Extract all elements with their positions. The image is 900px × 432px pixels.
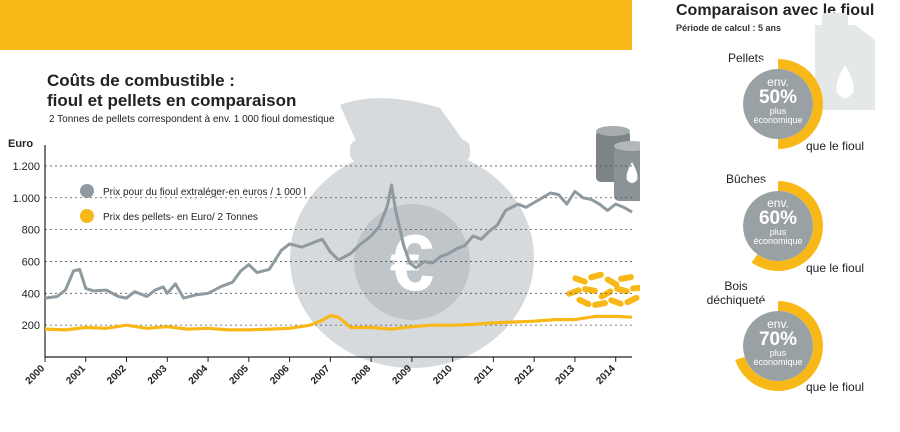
percent-box-buches: env. 60% plus économique (738, 197, 818, 246)
comparison-label-buches: Bûches (725, 172, 767, 186)
percent-value: 70% (758, 329, 798, 350)
y-tick-label: 1.200 (12, 161, 40, 173)
env-label: env. (767, 75, 789, 89)
pellet (592, 300, 608, 308)
y-tick-label: 200 (22, 320, 40, 332)
economique-label: économique (753, 357, 803, 367)
legend-marker (80, 209, 94, 223)
pellet (608, 297, 624, 307)
pellet (582, 286, 598, 294)
chart-title-line2: fioul et pellets en comparaison (47, 91, 297, 110)
pellet (630, 284, 640, 292)
oil-barrel-icon (596, 126, 640, 201)
pellet (598, 288, 614, 300)
donut-center (743, 311, 813, 381)
pellet (576, 296, 592, 308)
y-axis-label: Euro (8, 138, 33, 150)
donut-center (743, 69, 813, 139)
line-chart: € 200 400 600 800 1.000 1.200 Euro 2000 2001 2002… (8, 98, 640, 387)
donut-buches (732, 180, 823, 271)
series-line-fioul (44, 183, 633, 300)
donut-pellets (732, 58, 823, 150)
env-label: env. (767, 317, 789, 331)
x-tick-label: 2011 (472, 363, 495, 386)
comparison-suffix-bois: que le fioul (806, 380, 865, 394)
y-tick-label: 400 (22, 288, 40, 300)
series-line-pellets (44, 314, 633, 332)
x-tick-label: 2012 (513, 363, 537, 387)
x-tick-label: 2006 (268, 363, 292, 387)
env-label: env. (767, 196, 789, 210)
jerrycan-icon (815, 13, 875, 110)
donut-gap (732, 300, 778, 361)
x-tick-label: 2002 (105, 363, 129, 387)
comparison-suffix-buches: que le fioul (806, 261, 865, 275)
comparison-label-bois: Bois déchiqueté (700, 279, 772, 307)
percent-value: 60% (758, 208, 798, 229)
donut-gap (732, 58, 778, 150)
x-tick-label: 2001 (64, 363, 88, 387)
comparison-subtitle: Période de calcul : 5 ans (676, 23, 782, 33)
percent-box-pellets: env. 50% plus économique (738, 76, 818, 125)
percent-value: 50% (758, 87, 798, 108)
x-tick-label: 2005 (227, 363, 251, 387)
money-bag-icon: € (290, 98, 534, 368)
header-bar (0, 0, 632, 50)
x-tick-label: 2013 (554, 363, 578, 387)
x-tick-label: 2007 (309, 363, 333, 387)
x-tick-label: 2014 (594, 363, 618, 387)
x-tick-label: 2000 (24, 363, 48, 387)
legend-label: Prix pour du fioul extraléger-en euros /… (103, 187, 306, 198)
y-tick-label: 600 (22, 256, 40, 268)
plus-label: plus (769, 106, 787, 116)
series (44, 183, 633, 332)
label-line2: déchiqueté (706, 293, 766, 307)
legend-marker (80, 184, 94, 198)
percent-box-bois: env. 70% plus économique (738, 318, 818, 367)
x-tick-label: 2008 (350, 363, 374, 387)
donut-gap (732, 180, 778, 264)
label-line1: Bois (724, 279, 748, 293)
x-tick-label: 2004 (187, 363, 211, 387)
pellet (572, 275, 588, 285)
comparison-label-pellets: Pellets (727, 51, 765, 65)
pellet (588, 271, 604, 281)
chart-title: Coûts de combustible : fioul et pellets … (47, 71, 296, 111)
economique-label: économique (753, 236, 803, 246)
pellets-icon (566, 271, 640, 308)
chart-subtitle: 2 Tonnes de pellets correspondent à env.… (49, 114, 335, 125)
x-tick-label: 2010 (431, 363, 455, 387)
plus-label: plus (769, 227, 787, 237)
chart-title-line1: Coûts de combustible : (47, 71, 235, 90)
pellet (618, 274, 634, 282)
comparison-suffix-pellets: que le fioul (806, 139, 865, 153)
donut-center (743, 191, 813, 261)
pellet (604, 276, 620, 288)
x-tick-label: 2003 (146, 363, 170, 387)
y-tick-label: 800 (22, 225, 40, 237)
economique-label: économique (753, 115, 803, 125)
legend: Prix pour du fioul extraléger-en euros /… (80, 184, 306, 223)
donut-bois (732, 300, 823, 391)
pellet (614, 285, 630, 295)
y-tick-label: 1.000 (12, 193, 40, 205)
pellet (624, 294, 640, 306)
legend-label: Prix des pellets- en Euro/ 2 Tonnes (103, 212, 258, 223)
pellet (566, 287, 582, 297)
plus-label: plus (769, 348, 787, 358)
